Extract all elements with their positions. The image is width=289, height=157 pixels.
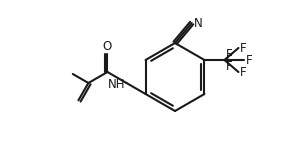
Text: F: F xyxy=(240,41,246,54)
Text: F: F xyxy=(240,65,246,78)
Text: F: F xyxy=(225,49,232,62)
Text: N: N xyxy=(194,17,203,30)
Text: O: O xyxy=(103,40,112,53)
Text: F: F xyxy=(225,60,232,73)
Text: F: F xyxy=(245,54,252,67)
Text: F: F xyxy=(225,54,232,68)
Text: NH: NH xyxy=(108,78,125,92)
